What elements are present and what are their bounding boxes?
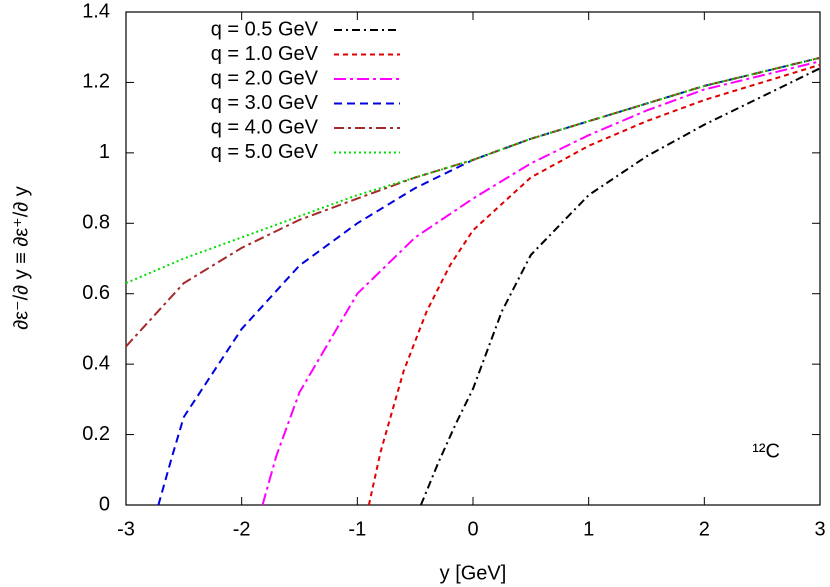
y-axis-title: ∂ε⁻/∂ y ≡ ∂ε⁺/∂ y — [10, 186, 32, 330]
x-tick-label: -1 — [348, 518, 366, 540]
legend-label: q = 4.0 GeV — [211, 116, 319, 138]
x-tick-label: 3 — [814, 518, 825, 540]
legend-label: q = 3.0 GeV — [211, 92, 319, 114]
data-line — [419, 67, 821, 506]
y-tick-label: 0.4 — [82, 352, 110, 374]
x-axis-title: y [GeV] — [440, 562, 507, 584]
y-tick-label: 1.2 — [82, 71, 110, 93]
x-tick-label: 2 — [699, 518, 710, 540]
data-line — [125, 56, 821, 285]
y-tick-label: 0.6 — [82, 282, 110, 304]
legend-label: q = 1.0 GeV — [211, 43, 319, 65]
annotation: ¹²C — [752, 440, 780, 462]
legend-label: q = 2.0 GeV — [211, 67, 319, 89]
legend-label: q = 5.0 GeV — [211, 141, 319, 163]
y-tick-label: 1.4 — [82, 0, 110, 22]
y-tick-label: 0 — [99, 493, 110, 515]
x-tick-label: -3 — [117, 518, 135, 540]
legend-label: q = 0.5 GeV — [211, 18, 319, 40]
y-tick-label: 0.2 — [82, 423, 110, 445]
data-line — [367, 63, 821, 506]
data-line — [261, 60, 821, 506]
y-tick-label: 1 — [99, 141, 110, 163]
x-tick-label: 0 — [467, 518, 478, 540]
y-tick-label: 0.8 — [82, 212, 110, 234]
x-tick-label: -2 — [233, 518, 251, 540]
x-tick-label: 1 — [583, 518, 594, 540]
